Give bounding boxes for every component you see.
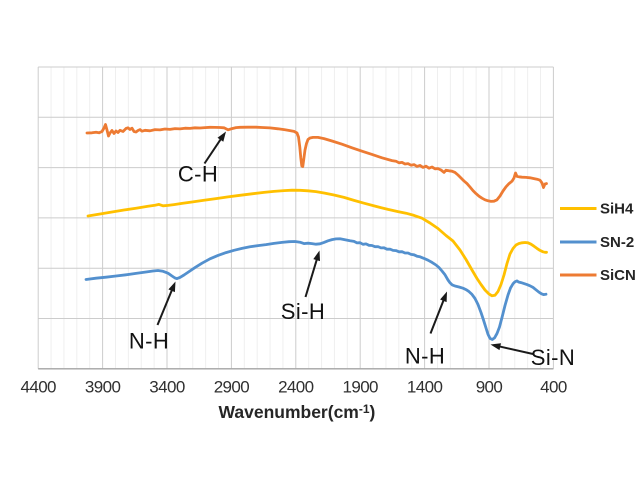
- svg-text:1400: 1400: [407, 378, 443, 397]
- svg-text:2400: 2400: [278, 378, 314, 397]
- svg-text:3900: 3900: [85, 378, 121, 397]
- svg-text:Wavenumber(cm-1): Wavenumber(cm-1): [219, 402, 376, 422]
- svg-text:3400: 3400: [149, 378, 185, 397]
- svg-text:SiH4: SiH4: [600, 201, 634, 218]
- svg-text:Si-N: Si-N: [531, 345, 575, 370]
- svg-text:N-H: N-H: [129, 329, 169, 354]
- svg-text:N-H: N-H: [405, 344, 445, 369]
- svg-text:1900: 1900: [342, 378, 378, 397]
- svg-text:4400: 4400: [20, 378, 56, 397]
- svg-text:400: 400: [540, 378, 567, 397]
- svg-text:Si-H: Si-H: [281, 299, 325, 324]
- svg-text:2900: 2900: [214, 378, 250, 397]
- svg-text:C-H: C-H: [178, 162, 218, 187]
- svg-text:900: 900: [476, 378, 503, 397]
- svg-text:SiCN: SiCN: [600, 267, 636, 284]
- svg-text:SN-2: SN-2: [600, 234, 634, 251]
